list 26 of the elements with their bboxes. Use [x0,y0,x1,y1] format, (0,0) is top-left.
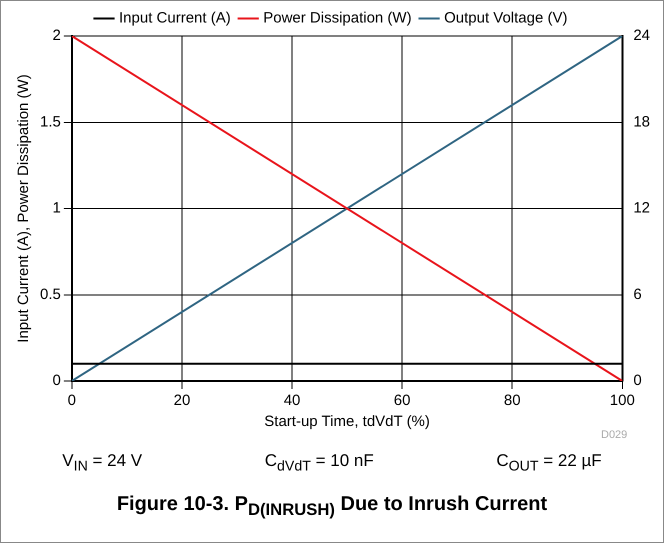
y2-tick-label: 12 [633,200,650,217]
x-axis-title: Start-up Time, tdVdT (%) [264,413,430,430]
y-tick-label: 0.5 [40,286,61,303]
x-tick-label: 60 [394,392,410,410]
text: Figure 10-3. P$_{D(INRUSH)}$ Due to Inrush Current [116,493,548,520]
y-tick-label: 2 [52,27,61,44]
text: V$_{IN}$ = 24 V [62,451,142,474]
y-tick-label: 0 [52,372,61,390]
y2-tick-label: 18 [633,113,650,130]
x-tick-label: 0 [68,392,76,410]
text: C$_{OUT}$ = 22 µF [496,451,602,474]
y2-tick-label: 24 [633,27,650,44]
y-tick-label: 1 [52,200,61,217]
text: C$_{dVdT}$ = 10 nF [264,451,374,474]
y-tick-label: 1.5 [40,113,61,130]
legend-label: Power Dissipation (W) [263,10,412,27]
y-axis-title: Input Current (A), Power Dissipation (W) [15,74,32,343]
legend-label: Output Voltage (V) [444,10,568,27]
x-tick-label: 100 [610,392,635,410]
legend-label: Input Current (A) [119,10,231,27]
y2-tick-label: 6 [633,286,642,303]
y2-tick-label: 0 [633,372,642,390]
x-tick-label: 20 [174,392,190,410]
x-tick-label: 80 [504,392,521,410]
x-tick-label: 40 [284,392,300,410]
text: D029 [601,429,628,441]
